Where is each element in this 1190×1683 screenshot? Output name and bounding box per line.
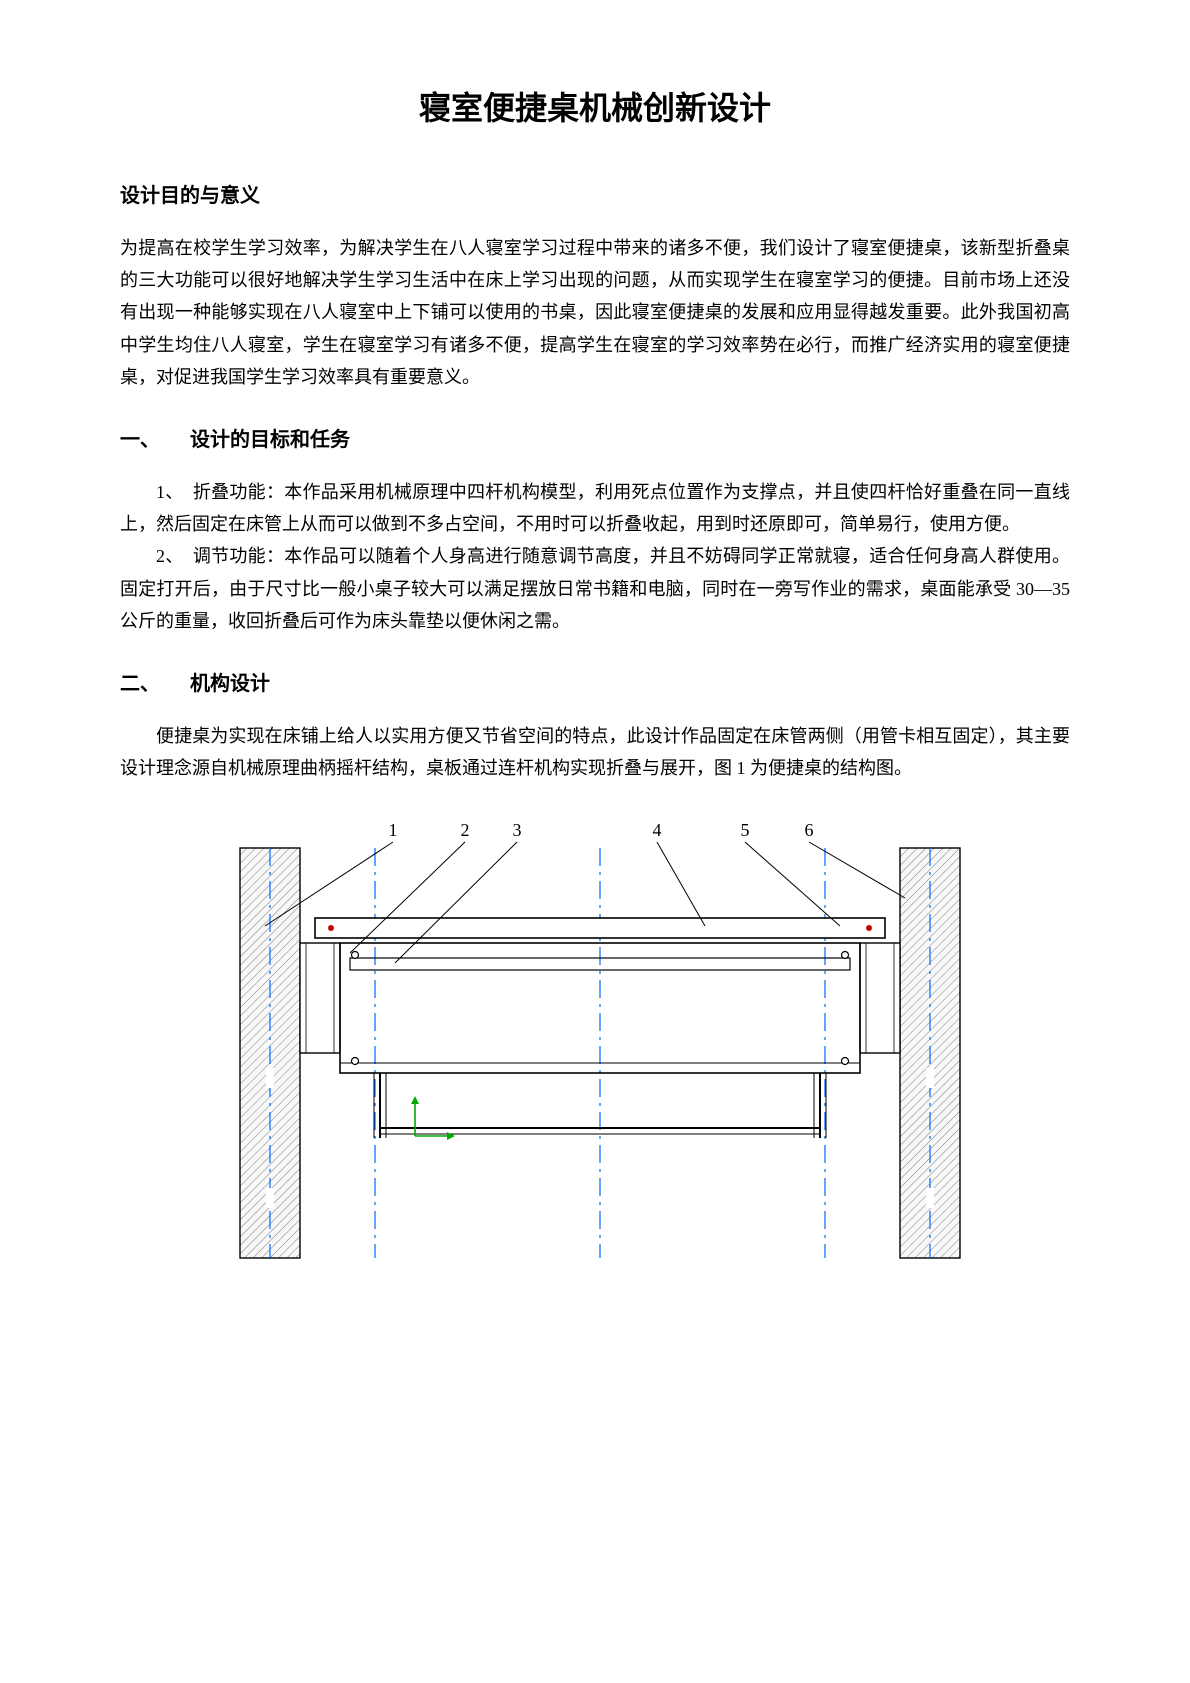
diagram-svg: 1 2 3 4 5 6 bbox=[185, 808, 1005, 1268]
heading-mechanism: 二、 机构设计 bbox=[120, 666, 1070, 702]
paragraph-purpose: 为提高在校学生学习效率，为解决学生在八人寝室学习过程中带来的诸多不便，我们设计了… bbox=[120, 232, 1070, 394]
svg-text:1: 1 bbox=[389, 820, 398, 840]
paragraph-goal-2: 2、 调节功能：本作品可以随着个人身高进行随意调节高度，并且不妨碍同学正常就寝，… bbox=[120, 540, 1070, 637]
heading-purpose: 设计目的与意义 bbox=[120, 178, 1070, 214]
structure-diagram: 1 2 3 4 5 6 bbox=[120, 808, 1070, 1268]
svg-text:6: 6 bbox=[805, 820, 814, 840]
svg-text:4: 4 bbox=[653, 820, 662, 840]
heading-goals: 一、 设计的目标和任务 bbox=[120, 422, 1070, 458]
svg-text:2: 2 bbox=[461, 820, 470, 840]
svg-text:5: 5 bbox=[741, 820, 750, 840]
page-title: 寝室便捷桌机械创新设计 bbox=[120, 80, 1070, 138]
svg-text:3: 3 bbox=[513, 820, 522, 840]
paragraph-mechanism: 便捷桌为实现在床铺上给人以实用方便又节省空间的特点，此设计作品固定在床管两侧（用… bbox=[120, 720, 1070, 785]
paragraph-goal-1: 1、 折叠功能：本作品采用机械原理中四杆机构模型，利用死点位置作为支撑点，并且使… bbox=[120, 476, 1070, 541]
